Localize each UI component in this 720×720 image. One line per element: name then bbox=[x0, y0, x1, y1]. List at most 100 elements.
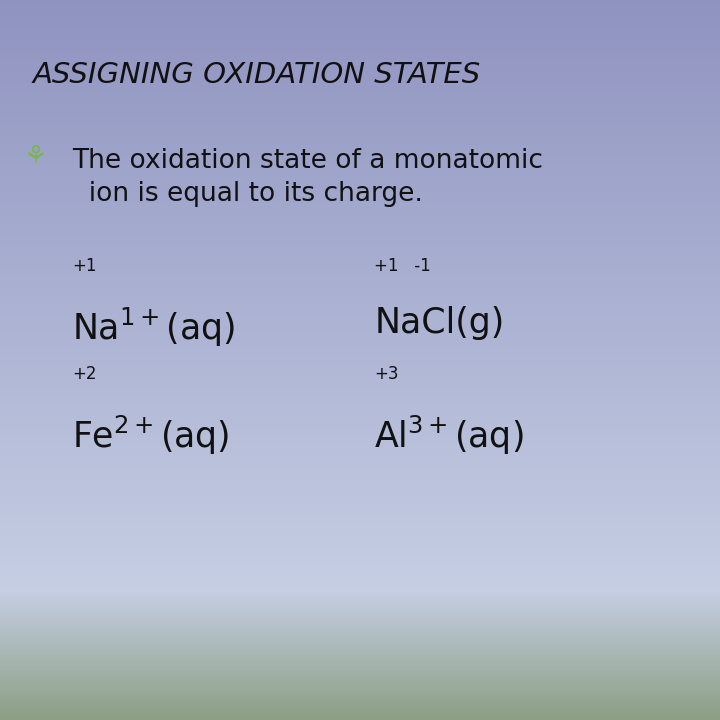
Bar bbox=[0, 346, 720, 347]
Bar bbox=[0, 647, 720, 648]
Bar bbox=[0, 626, 720, 628]
Bar bbox=[0, 295, 720, 297]
Bar bbox=[0, 128, 720, 130]
Bar bbox=[0, 599, 720, 600]
Bar bbox=[0, 429, 720, 431]
Bar bbox=[0, 539, 720, 540]
Bar bbox=[0, 382, 720, 383]
Bar bbox=[0, 420, 720, 422]
Bar bbox=[0, 4, 720, 6]
Bar bbox=[0, 592, 720, 593]
Bar bbox=[0, 380, 720, 382]
Bar bbox=[0, 435, 720, 436]
Bar bbox=[0, 209, 720, 210]
Bar bbox=[0, 68, 720, 69]
Bar bbox=[0, 418, 720, 419]
Bar bbox=[0, 138, 720, 140]
Bar bbox=[0, 426, 720, 428]
Bar bbox=[0, 210, 720, 212]
Bar bbox=[0, 130, 720, 131]
Bar bbox=[0, 179, 720, 180]
Bar bbox=[0, 344, 720, 346]
Bar bbox=[0, 219, 720, 220]
Bar bbox=[0, 151, 720, 153]
Bar bbox=[0, 127, 720, 128]
Bar bbox=[0, 428, 720, 429]
Bar bbox=[0, 582, 720, 583]
Bar bbox=[0, 193, 720, 194]
Bar bbox=[0, 264, 720, 265]
Text: +2: +2 bbox=[72, 365, 96, 383]
Bar bbox=[0, 75, 720, 76]
Bar bbox=[0, 693, 720, 694]
Bar bbox=[0, 157, 720, 158]
Bar bbox=[0, 26, 720, 27]
Bar bbox=[0, 467, 720, 468]
Bar bbox=[0, 60, 720, 62]
Bar bbox=[0, 563, 720, 564]
Bar bbox=[0, 213, 720, 215]
Bar bbox=[0, 147, 720, 148]
Bar bbox=[0, 228, 720, 229]
Bar bbox=[0, 282, 720, 284]
Bar bbox=[0, 305, 720, 307]
Bar bbox=[0, 451, 720, 452]
Bar bbox=[0, 392, 720, 393]
Bar bbox=[0, 268, 720, 269]
Bar bbox=[0, 452, 720, 454]
Bar bbox=[0, 683, 720, 684]
Bar bbox=[0, 547, 720, 549]
Bar bbox=[0, 708, 720, 710]
Bar bbox=[0, 507, 720, 508]
Bar bbox=[0, 639, 720, 641]
Bar bbox=[0, 575, 720, 576]
Bar bbox=[0, 279, 720, 281]
Bar bbox=[0, 164, 720, 166]
Bar bbox=[0, 478, 720, 480]
Bar bbox=[0, 636, 720, 638]
Bar bbox=[0, 196, 720, 197]
Bar bbox=[0, 562, 720, 563]
Bar bbox=[0, 79, 720, 81]
Bar bbox=[0, 246, 720, 248]
Bar bbox=[0, 423, 720, 425]
Bar bbox=[0, 475, 720, 477]
Bar bbox=[0, 22, 720, 23]
Bar bbox=[0, 328, 720, 330]
Bar bbox=[0, 351, 720, 353]
Bar bbox=[0, 13, 720, 14]
Bar bbox=[0, 137, 720, 138]
Bar bbox=[0, 50, 720, 52]
Bar bbox=[0, 245, 720, 246]
Bar bbox=[0, 459, 720, 461]
Bar bbox=[0, 307, 720, 308]
Bar bbox=[0, 412, 720, 413]
Bar bbox=[0, 501, 720, 503]
Bar bbox=[0, 336, 720, 337]
Bar bbox=[0, 35, 720, 36]
Bar bbox=[0, 559, 720, 560]
Bar bbox=[0, 184, 720, 186]
Text: +1   -1: +1 -1 bbox=[374, 257, 431, 275]
Bar bbox=[0, 431, 720, 432]
Bar bbox=[0, 115, 720, 117]
Text: NaCl(g): NaCl(g) bbox=[374, 306, 505, 340]
Bar bbox=[0, 600, 720, 602]
Bar bbox=[0, 690, 720, 691]
Bar bbox=[0, 706, 720, 707]
Bar bbox=[0, 101, 720, 102]
Bar bbox=[0, 204, 720, 206]
Bar bbox=[0, 347, 720, 348]
Bar bbox=[0, 589, 720, 590]
Bar bbox=[0, 271, 720, 272]
Bar bbox=[0, 425, 720, 426]
Bar bbox=[0, 520, 720, 521]
Bar bbox=[0, 239, 720, 240]
Bar bbox=[0, 251, 720, 252]
Bar bbox=[0, 379, 720, 380]
Bar bbox=[0, 166, 720, 167]
Bar bbox=[0, 259, 720, 261]
Bar bbox=[0, 654, 720, 655]
Bar bbox=[0, 340, 720, 341]
Bar bbox=[0, 160, 720, 161]
